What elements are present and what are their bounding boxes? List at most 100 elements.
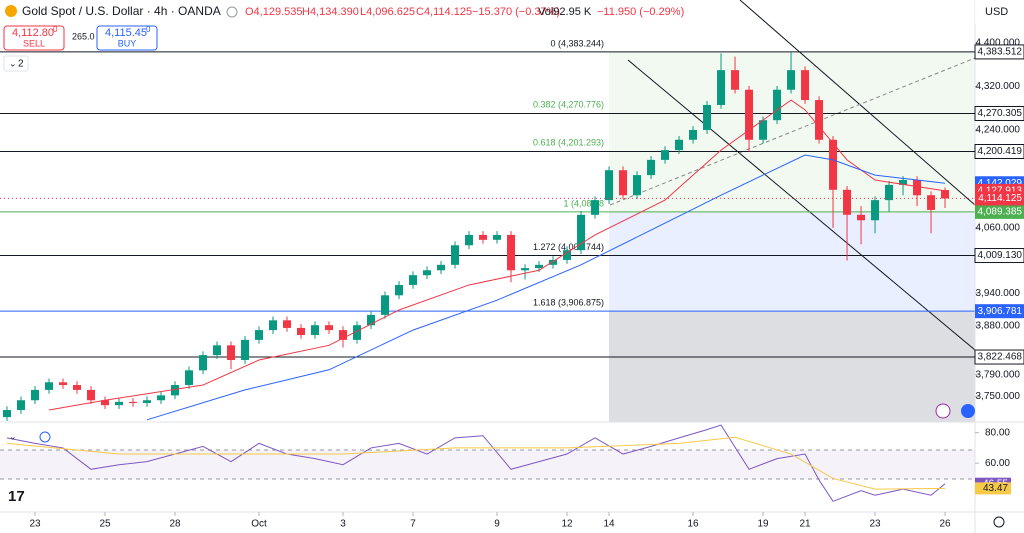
y-tick-label: 4,320.000: [976, 81, 1021, 92]
x-tick-label: 19: [757, 519, 769, 530]
candle-body: [213, 345, 222, 356]
candle-body: [913, 180, 922, 196]
fib-label: 0 (4,383.244): [550, 38, 604, 48]
symbol-icon: [5, 5, 17, 17]
x-tick-label: 23: [869, 519, 881, 530]
rsi-band: [0, 450, 975, 479]
trend-line: [609, 57, 976, 206]
fib-label: 1 (4,088.8: [563, 199, 604, 209]
x-tick-label: 21: [799, 519, 811, 530]
settings-icon[interactable]: [993, 516, 1005, 528]
candle-body: [493, 234, 502, 240]
rsi-line: [6, 436, 946, 490]
candle-body: [731, 70, 740, 90]
candle-body: [871, 200, 880, 221]
x-tick-label: 16: [687, 519, 699, 530]
level-label: 3,906.781: [978, 306, 1023, 317]
status-icon: [226, 6, 238, 18]
sell-button[interactable]: [3, 25, 65, 51]
y-tick-label: 3,750.000: [976, 391, 1021, 402]
candle-body: [101, 400, 110, 406]
channel-line: [627, 59, 976, 351]
candle-body: [815, 100, 824, 140]
candle-body: [311, 325, 320, 335]
candle-body: [535, 264, 544, 269]
candle-body: [269, 320, 278, 331]
price-marker: 4,142.029: [978, 178, 1023, 189]
candle-body: [199, 355, 208, 371]
candle-body: [73, 385, 82, 390]
level-label-box: [974, 105, 1024, 121]
buy-price: 4,115.45: [105, 27, 147, 39]
rsi-collapse[interactable]: ⌄: [9, 431, 17, 441]
fib-label: 1.618 (3,906.875): [533, 298, 604, 308]
buy-label: BUY: [118, 38, 137, 48]
ema-line: [48, 99, 946, 411]
candle-body: [759, 120, 768, 140]
candle-body: [549, 259, 558, 265]
level-label-box: [974, 143, 1024, 159]
rsi-icon[interactable]: [39, 431, 51, 443]
candle-body: [661, 150, 670, 160]
spread: 265.0: [72, 31, 95, 41]
price-marker: 4,127.913: [978, 186, 1023, 197]
symbol-title[interactable]: Gold Spot / U.S. Dollar · 4h · OANDA: [22, 4, 221, 18]
x-tick-label: 7: [410, 519, 416, 530]
buy-button[interactable]: [96, 25, 158, 51]
fib-label: 0.618 (4,201.293): [533, 137, 604, 147]
level-label: 4,200.419: [978, 146, 1023, 157]
level-label-box: [974, 44, 1024, 60]
candle-body: [521, 268, 530, 271]
candle-body: [479, 234, 488, 240]
axes: 4,400.000 4,320.000 4,240.000 4,060.000 3,94…: [29, 38, 1024, 530]
ohlc-low: L4,096.625: [360, 6, 415, 18]
currency[interactable]: USD: [985, 6, 1008, 18]
volume: Vol92.95 K: [538, 6, 592, 18]
candle-body: [227, 345, 236, 361]
candle-body: [17, 400, 26, 411]
candle-body: [633, 175, 642, 196]
candle-body: [507, 234, 516, 271]
level-label: 4,270.305: [978, 108, 1023, 119]
candle-body: [465, 234, 474, 246]
level-label: 4,009.130: [978, 250, 1023, 261]
ohlc-change: −15.370 (−0.37%): [472, 6, 560, 18]
candle-body: [675, 139, 684, 151]
lightning-icon[interactable]: [935, 403, 951, 419]
indicator-count: 2: [18, 59, 24, 70]
zones: [609, 51, 975, 422]
candle-body: [353, 325, 362, 340]
candle-body: [339, 330, 348, 340]
candle-body: [941, 190, 950, 199]
level-label: 3,822.468: [978, 352, 1023, 363]
candle-body: [395, 284, 404, 296]
candle-body: [255, 330, 264, 340]
collapse-arrow: ⌄: [9, 58, 17, 68]
x-tick-label: 25: [99, 519, 111, 530]
candle-body: [857, 214, 866, 221]
level-label-box: [974, 349, 1024, 365]
y-tick-label: 3,790.000: [976, 369, 1021, 380]
sell-label: SELL: [23, 38, 45, 48]
candle-body: [843, 189, 852, 215]
price-marker-box: [975, 191, 1024, 206]
flag-icon[interactable]: [961, 404, 975, 418]
ema-line: [146, 154, 946, 421]
candle-body: [283, 320, 292, 328]
volume-change: −11.950 (−0.29%): [597, 6, 684, 18]
level-label: 4,089.385: [978, 207, 1023, 218]
zone: [609, 311, 975, 422]
candle-body: [605, 170, 614, 201]
candle-body: [3, 410, 12, 418]
candle-body: [171, 385, 180, 396]
rsi-pane: [0, 424, 975, 502]
candle-body: [717, 70, 726, 105]
candle-body: [885, 184, 894, 201]
candle-body: [437, 264, 446, 271]
price-marker: 4,114.125: [978, 193, 1022, 204]
candle-body: [899, 180, 908, 185]
tv-logo[interactable]: 17: [8, 488, 25, 505]
collapse-button[interactable]: [3, 55, 29, 72]
candle-body: [45, 382, 54, 390]
